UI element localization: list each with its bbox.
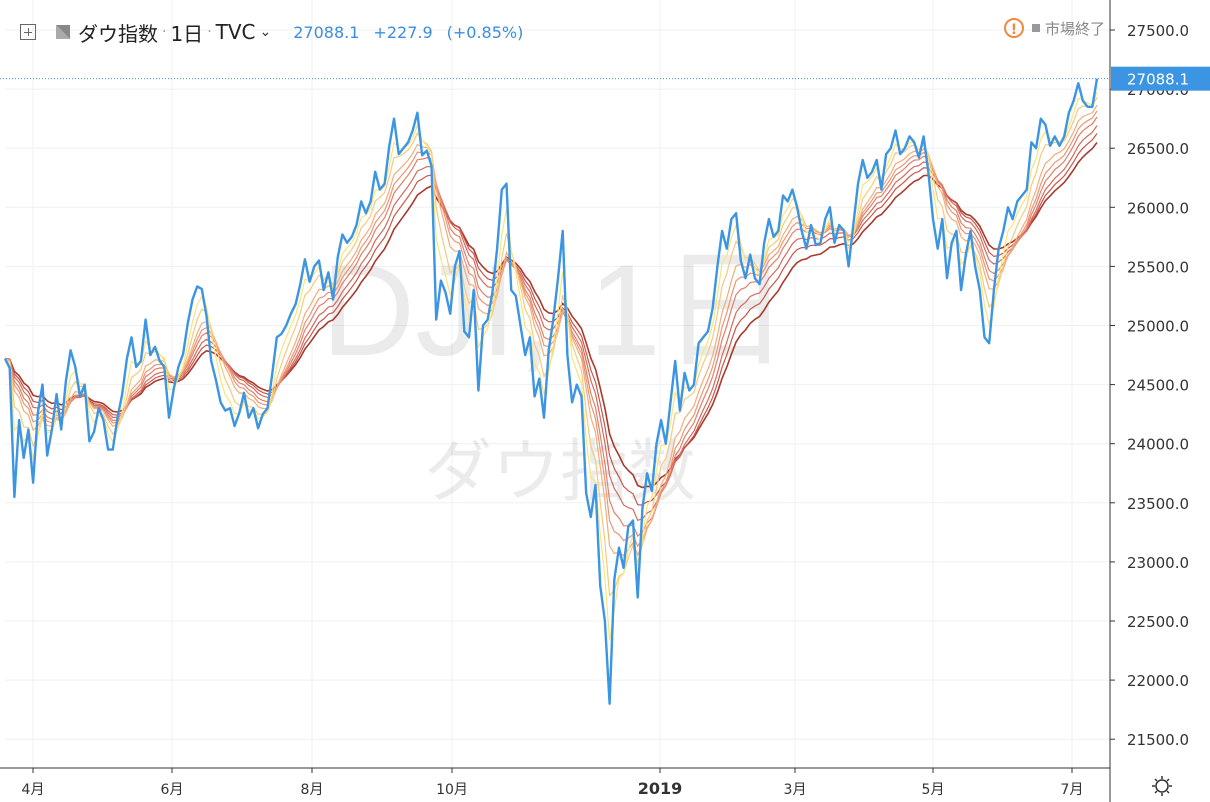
x-tick-label: 7月: [1061, 782, 1084, 798]
x-tick-label: 4月: [22, 782, 45, 798]
collapse-icon[interactable]: [20, 24, 36, 40]
ema-18-line: [4, 133, 1098, 506]
source-label[interactable]: TVC: [215, 20, 256, 44]
y-tick-label: 25000.0: [1127, 318, 1189, 336]
interval-label[interactable]: 1日: [170, 21, 204, 46]
x-tick-label: 6月: [161, 782, 184, 798]
x-tick-label: 2019: [638, 779, 683, 798]
warning-icon[interactable]: !: [1003, 18, 1024, 38]
status-square-icon: [1031, 24, 1040, 32]
x-tick-label: 10月: [436, 782, 468, 798]
symbol-logo-icon: [56, 25, 70, 39]
y-tick-label: 24500.0: [1127, 377, 1189, 395]
market-status-label: 市場終了: [1044, 19, 1105, 38]
chevron-down-icon[interactable]: ⌄: [259, 24, 272, 40]
y-tick-label: 22500.0: [1127, 613, 1189, 631]
price-series: [3, 78, 1099, 705]
price-line[interactable]: [3, 78, 1099, 705]
ema-10-line: [4, 110, 1098, 548]
settings-icon[interactable]: [1152, 776, 1172, 796]
market-status: ! 市場終了: [1003, 16, 1105, 40]
grid: [5, 0, 1110, 768]
y-tick-label: 23500.0: [1127, 495, 1189, 513]
last-price-label: 27088.1: [1127, 71, 1189, 89]
last-value: 27088.1: [293, 22, 360, 42]
y-tick-label: 23000.0: [1127, 554, 1189, 572]
x-tick-label: 8月: [301, 782, 324, 798]
change-value: +227.9: [373, 22, 433, 42]
symbol-name[interactable]: ダウ指数: [78, 21, 158, 46]
y-tick-label: 24000.0: [1127, 436, 1189, 454]
change-percent: (+0.85%): [446, 22, 524, 42]
legend-header: ダウ指数 · 1日 · TVC ⌄ 27088.1 +227.9 (+0.85%…: [20, 18, 537, 46]
ema-22-line: [4, 142, 1098, 489]
last-price-marker: [1111, 66, 1210, 91]
y-tick-label: 26500.0: [1127, 140, 1189, 158]
x-tick-label: 3月: [784, 782, 807, 798]
y-tick-label: 21500.0: [1127, 731, 1189, 749]
y-tick-label: 25500.0: [1127, 258, 1189, 276]
y-tick-label: 22000.0: [1127, 672, 1189, 690]
ema-8-line: [4, 104, 1098, 557]
x-tick-label: 5月: [922, 782, 945, 798]
y-tick-label: 27500.0: [1127, 22, 1189, 40]
price-axis[interactable]: 27500.027000.026500.026000.025500.025000…: [1109, 0, 1189, 802]
y-tick-label: 26000.0: [1127, 199, 1189, 217]
time-axis[interactable]: 4月 6月 8月 10月 2019 3月 5月 7月: [0, 767, 1110, 798]
